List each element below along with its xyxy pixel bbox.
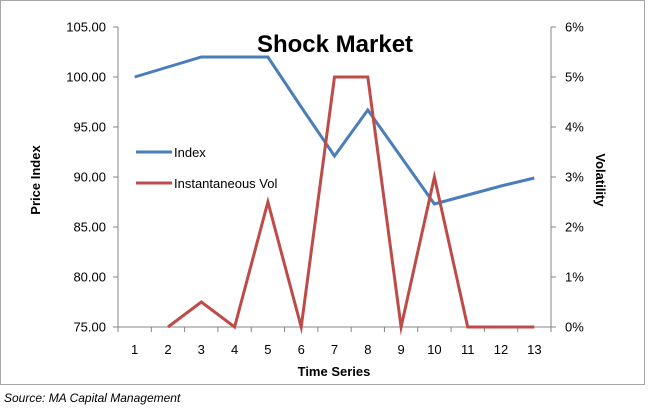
y-left-tick-label: 95.00	[73, 120, 106, 135]
y-right-tick-label: 2%	[565, 220, 584, 235]
series-line-instantaneous-vol	[167, 75, 535, 336]
y-left-tick-label: 80.00	[73, 270, 106, 285]
x-tick-label: 4	[231, 342, 238, 357]
chart-canvas: Shock Market Time Series Price Index Vol…	[28, 20, 608, 380]
x-tick-label: 7	[331, 342, 338, 357]
x-tick-label: 3	[198, 342, 205, 357]
x-tick-label: 5	[264, 342, 271, 357]
y-left-tick-label: 75.00	[73, 320, 106, 335]
y-axis-right-title: Volatility	[593, 153, 608, 207]
x-tick-label: 11	[461, 342, 475, 357]
y-left-tick-label: 100.00	[66, 70, 106, 85]
y-left-tick-label: 85.00	[73, 220, 106, 235]
series-line-index	[134, 55, 535, 206]
x-tick-label: 2	[164, 342, 171, 357]
x-tick-label: 13	[527, 342, 541, 357]
source-note: Source: MA Capital Management	[4, 391, 181, 405]
chart-title: Shock Market	[257, 31, 413, 58]
x-tick-label: 6	[298, 342, 305, 357]
legend: Index Instantaneous Vol	[136, 145, 277, 191]
y-right-tick-label: 3%	[565, 170, 584, 185]
y-left-tick-label: 90.00	[73, 170, 106, 185]
y-left-tick-label: 105.00	[66, 20, 106, 35]
x-tick-label: 10	[427, 342, 441, 357]
x-axis-title: Time Series	[298, 364, 371, 379]
y-right-tick-label: 5%	[565, 70, 584, 85]
series-layer	[134, 55, 535, 336]
axes: 75.00 80.00 85.00 90.00 95.00 100.00 105.00 0% 1…	[66, 20, 584, 358]
y-right-tick-label: 0%	[565, 320, 584, 335]
y-right-tick-label: 4%	[565, 120, 584, 135]
x-tick-label: 8	[364, 342, 371, 357]
y-right-tick-label: 1%	[565, 270, 584, 285]
y-axis-left-title: Price Index	[28, 145, 43, 215]
legend-label: Instantaneous Vol	[174, 176, 277, 191]
legend-label: Index	[174, 145, 206, 160]
chart-frame	[0, 0, 645, 385]
x-tick-label: 12	[494, 342, 508, 357]
x-tick-label: 1	[131, 342, 138, 357]
y-right-tick-label: 6%	[565, 20, 584, 35]
x-tick-label: 9	[397, 342, 404, 357]
